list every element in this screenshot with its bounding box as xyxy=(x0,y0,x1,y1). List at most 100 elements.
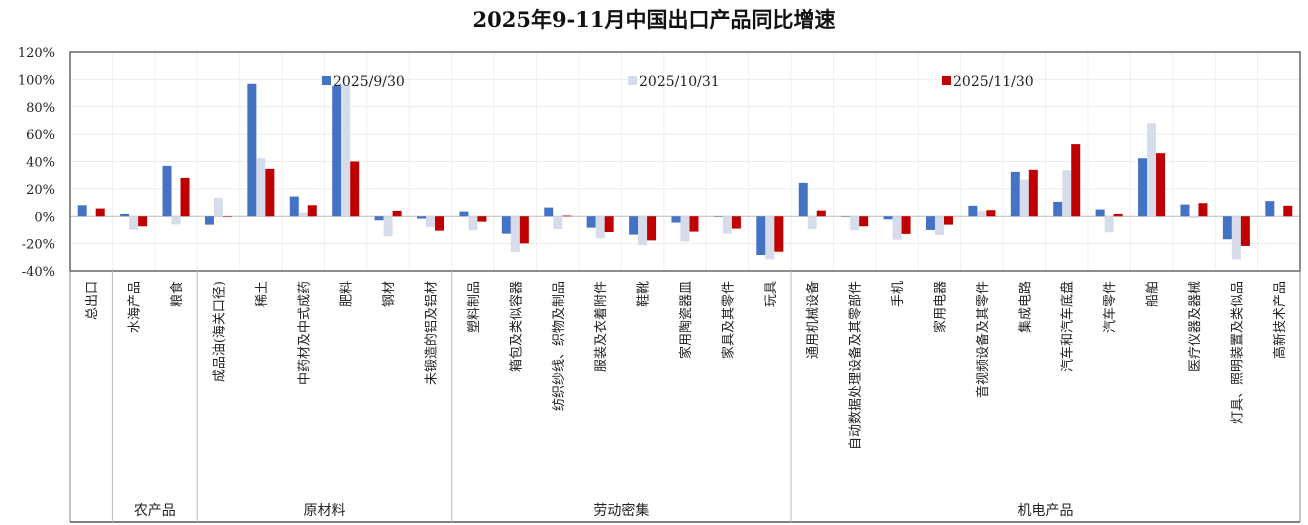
bar-0-12 xyxy=(586,216,596,228)
category-label: 灯具、照明装置及类似品 xyxy=(1230,281,1245,424)
legend-swatch xyxy=(942,76,951,85)
bar-2-13 xyxy=(647,216,657,241)
bar-1-19 xyxy=(892,216,902,240)
bar-2-23 xyxy=(1071,144,1081,217)
bar-1-27 xyxy=(1231,216,1241,260)
bar-1-16 xyxy=(765,216,775,260)
bar-2-16 xyxy=(774,216,784,252)
bar-0-3 xyxy=(204,216,214,225)
bar-1-15 xyxy=(722,216,732,234)
category-label: 成品油(海关口径) xyxy=(212,281,227,382)
category-label: 纺织纱线、织物及制品 xyxy=(552,281,567,411)
bar-1-6 xyxy=(341,85,351,217)
bar-1-2 xyxy=(171,216,181,225)
bar-2-4 xyxy=(265,168,275,217)
bar-1-25 xyxy=(1147,123,1157,217)
group-label: 劳动密集 xyxy=(593,502,649,519)
bar-2-8 xyxy=(435,216,445,231)
bar-2-25 xyxy=(1156,153,1166,217)
category-label: 未锻造的铝及铝材 xyxy=(424,281,440,385)
category-label: 鞋靴 xyxy=(636,281,652,307)
bar-2-0 xyxy=(95,208,105,217)
category-label: 钢材 xyxy=(382,281,397,307)
y-tick-label: 0% xyxy=(34,210,55,225)
bar-2-17 xyxy=(816,210,826,217)
bar-1-13 xyxy=(638,216,648,246)
bar-2-21 xyxy=(986,210,996,217)
category-label: 家具及其零件 xyxy=(720,281,736,359)
bar-1-10 xyxy=(510,216,520,252)
category-label: 塑料制品 xyxy=(467,281,482,333)
x-axis: 总出口 水海产品 粮食 成品油(海关口径) 稀土 中药材及中式成药 肥料 钢材 未锻造的铝及铝材… xyxy=(69,271,1301,523)
group-label: 农产品 xyxy=(134,503,176,519)
category-label: 船舶 xyxy=(1145,281,1161,307)
y-axis: 120% 100% 80% 60% 40% 20% 0% -20% -40% xyxy=(18,46,55,280)
category-label: 手机 xyxy=(891,281,906,307)
legend-swatch xyxy=(628,76,637,85)
bar-0-8 xyxy=(417,216,427,219)
category-label: 家用电器 xyxy=(932,281,948,333)
legend-label: 2025/11/30 xyxy=(953,74,1034,90)
bar-0-2 xyxy=(162,165,172,217)
bar-2-2 xyxy=(180,177,190,217)
y-tick-label: 20% xyxy=(26,183,55,198)
bar-1-24 xyxy=(1104,216,1114,233)
bar-1-18 xyxy=(850,216,860,231)
category-label: 玩具 xyxy=(764,281,779,307)
bar-2-22 xyxy=(1028,169,1038,217)
bar-0-10 xyxy=(501,216,511,234)
bar-0-4 xyxy=(247,83,257,217)
bar-2-5 xyxy=(307,205,317,217)
bar-2-20 xyxy=(943,216,953,225)
bar-1-9 xyxy=(468,216,478,231)
bar-2-19 xyxy=(901,216,911,234)
bar-0-28 xyxy=(1265,201,1275,217)
bar-0-25 xyxy=(1138,158,1148,217)
category-label: 通用机械设备 xyxy=(805,281,821,359)
y-tick-label: -40% xyxy=(22,265,55,280)
bar-0-5 xyxy=(289,196,299,217)
bar-0-9 xyxy=(459,211,469,217)
chart-title: 2025年9-11月中国出口产品同比增速 xyxy=(473,7,836,32)
bar-0-15 xyxy=(713,216,723,217)
bar-1-4 xyxy=(256,158,266,217)
bar-1-7 xyxy=(383,216,393,237)
bar-1-14 xyxy=(680,216,690,242)
category-label: 水海产品 xyxy=(128,281,143,333)
legend-label: 2025/9/30 xyxy=(333,74,405,90)
bar-1-28 xyxy=(1274,215,1284,217)
y-tick-label: 120% xyxy=(18,46,55,61)
bar-1-23 xyxy=(1062,170,1072,217)
bar-1-3 xyxy=(213,197,223,217)
category-label: 服装及衣着附件 xyxy=(593,281,609,372)
bar-1-0 xyxy=(86,216,96,217)
bar-0-1 xyxy=(120,213,130,217)
category-label: 高新技术产品 xyxy=(1272,281,1288,359)
bar-2-10 xyxy=(519,216,529,244)
legend-swatch xyxy=(322,76,331,85)
bar-2-26 xyxy=(1198,203,1208,217)
bar-1-26 xyxy=(1189,216,1199,218)
group-label: 原材料 xyxy=(303,503,345,519)
bar-0-0 xyxy=(77,205,87,217)
bar-2-7 xyxy=(392,210,402,217)
bar-2-28 xyxy=(1283,205,1293,217)
bar-2-9 xyxy=(477,216,487,222)
legend-label: 2025/10/31 xyxy=(639,74,720,90)
bar-2-24 xyxy=(1113,213,1123,217)
bar-0-14 xyxy=(671,216,681,223)
bar-1-8 xyxy=(426,216,436,227)
bar-0-13 xyxy=(629,216,639,235)
category-label: 汽车零件 xyxy=(1102,281,1118,333)
bar-0-26 xyxy=(1180,204,1190,217)
bar-0-19 xyxy=(883,216,893,220)
gridlines xyxy=(69,51,1301,272)
bar-1-20 xyxy=(934,216,944,236)
bar-2-12 xyxy=(604,216,614,232)
bar-1-21 xyxy=(977,211,987,217)
bar-0-18 xyxy=(841,216,851,217)
bar-1-17 xyxy=(807,216,817,229)
category-label: 家用陶瓷器皿 xyxy=(678,281,694,359)
group-label: 机电产品 xyxy=(1018,503,1074,519)
